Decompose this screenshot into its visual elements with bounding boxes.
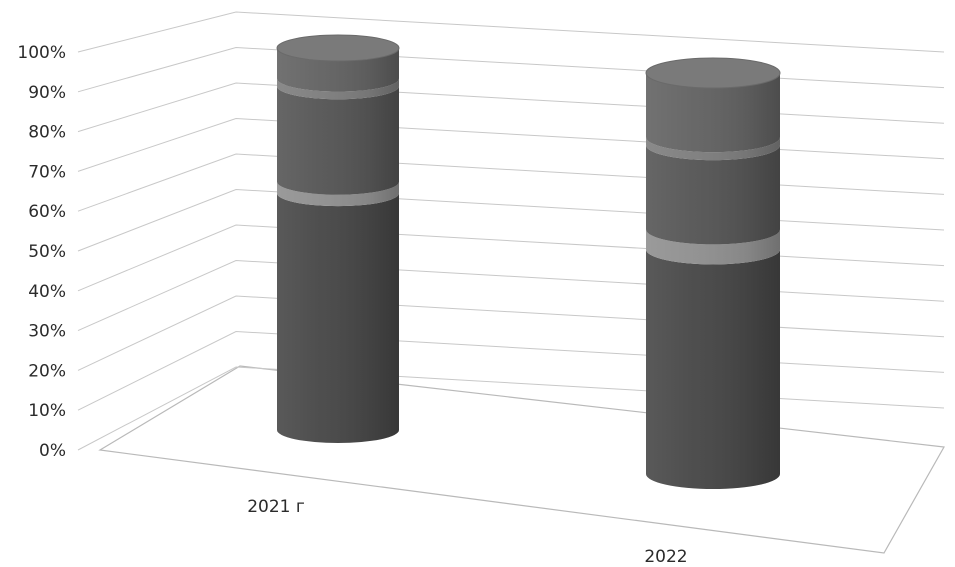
cylinder-shading-0-0: [277, 193, 399, 443]
chart-floor: [98, 365, 945, 554]
gridlines: [77, 11, 945, 451]
gridline: [77, 259, 945, 332]
cylinder-shading-1-2: [646, 145, 780, 245]
x-category-label: 2022: [644, 547, 687, 567]
cylinder-shading-0-3: [277, 78, 399, 100]
gridline: [77, 82, 945, 133]
gridline: [77, 117, 945, 172]
plot-area: [276, 34, 781, 489]
cylinder-shading-0-2: [277, 86, 399, 195]
y-tick-label: 90%: [28, 83, 66, 103]
gridline: [77, 188, 945, 252]
gridline: [77, 295, 945, 371]
cylinder-shading-0-4: [277, 48, 399, 92]
y-tick-label: 20%: [28, 361, 66, 381]
y-tick-label: 0%: [39, 441, 66, 461]
cylinder-shading-1-1: [646, 229, 780, 265]
cylinder-shading-0-1: [277, 181, 399, 207]
y-axis: 0% 10% 20% 30% 40% 50% 60% 70% 80% 90% 100%: [17, 43, 66, 461]
y-tick-label: 80%: [28, 123, 66, 143]
x-category-label: 2021 г: [247, 497, 305, 517]
y-tick-label: 40%: [28, 282, 66, 302]
y-tick-label: 60%: [28, 202, 66, 222]
cylinder-shading-1-4: [646, 73, 780, 153]
gridline: [77, 46, 945, 93]
gridline: [77, 11, 945, 53]
gridline: [77, 153, 945, 212]
cylinder-shading-1-3: [646, 137, 780, 161]
y-tick-label: 10%: [28, 401, 66, 421]
y-tick-label: 50%: [28, 242, 66, 262]
cylinder-top-cap-0: [276, 34, 400, 62]
y-tick-label: 100%: [17, 43, 66, 63]
floor-plane: [98, 365, 945, 554]
y-tick-label: 30%: [28, 322, 66, 342]
x-axis: 2021 г 2022: [247, 497, 687, 567]
gridline: [77, 224, 945, 292]
cylinder-shading-1-0: [646, 249, 780, 489]
cylinder-top-cap-1: [645, 57, 781, 89]
y-tick-label: 70%: [28, 162, 66, 182]
